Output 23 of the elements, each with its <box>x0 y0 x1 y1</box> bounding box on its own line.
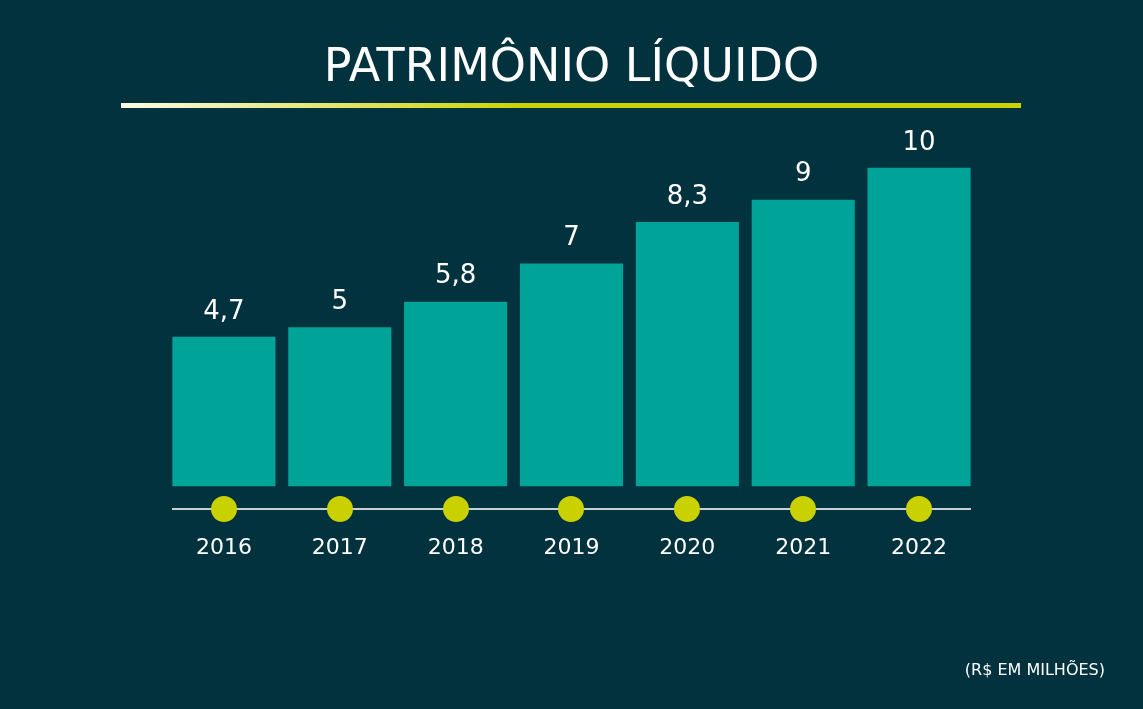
x-tick-label: 2017 <box>311 533 368 559</box>
x-tick-label: 2021 <box>775 533 832 559</box>
x-tick-label: 2020 <box>659 533 716 559</box>
bar <box>404 301 508 487</box>
data-label: 8,3 <box>666 179 709 210</box>
bar <box>635 222 739 487</box>
bar <box>288 327 392 487</box>
data-label: 5,8 <box>434 259 477 290</box>
x-tick-label: 2018 <box>427 533 484 559</box>
x-tick-label: 2019 <box>543 533 600 559</box>
bar <box>172 336 276 487</box>
data-label: 4,7 <box>203 294 245 325</box>
bar <box>751 199 855 487</box>
data-label: 9 <box>794 157 812 188</box>
x-tick-label: 2016 <box>195 533 252 559</box>
bar <box>867 167 971 487</box>
data-label: 7 <box>563 221 580 252</box>
x-tick-label: 2022 <box>891 533 948 559</box>
data-label: 10 <box>902 125 936 156</box>
bar <box>519 263 624 487</box>
data-label: 5 <box>331 284 349 315</box>
chart-title: PATRIMÔNIO LÍQUIDO <box>322 38 821 94</box>
text: (R$ EM MILHÕES) <box>964 660 1105 679</box>
